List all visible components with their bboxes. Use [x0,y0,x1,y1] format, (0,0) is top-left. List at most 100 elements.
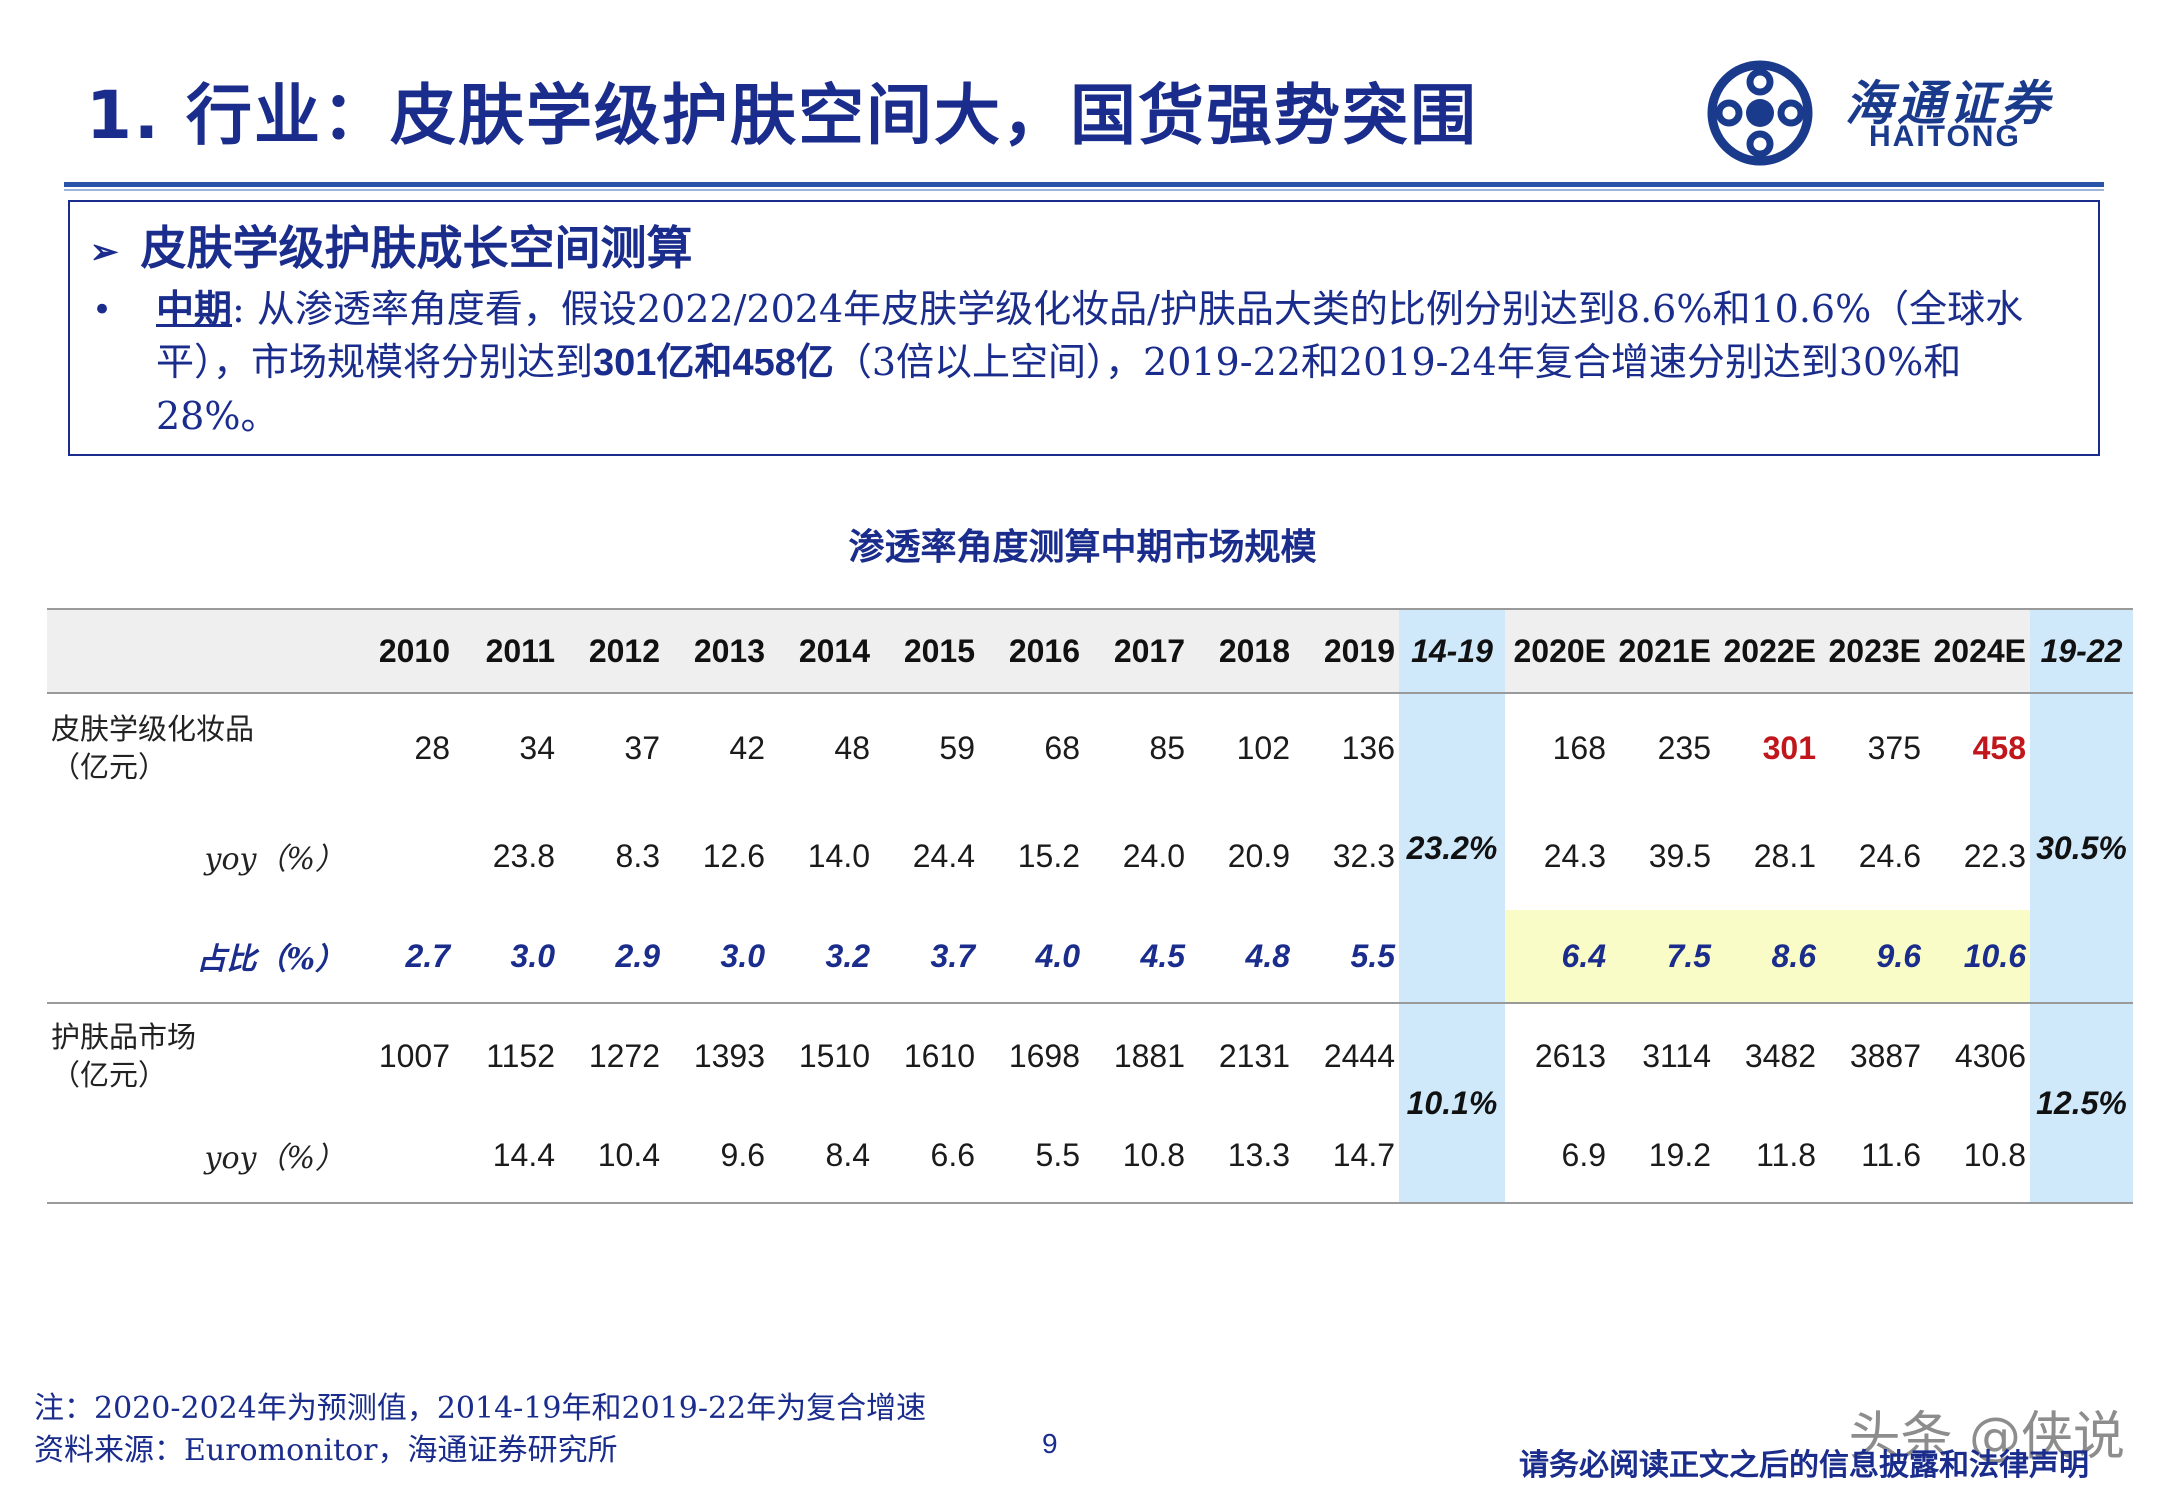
table-cell: 14.4 [492,1136,555,1173]
row-label-line1: 皮肤学级化妆品 [51,712,255,746]
table-cell [349,802,454,910]
summary-heading: ➢ 皮肤学级护肤成长空间测算 [90,212,693,278]
row-label-line2: （亿元） [51,750,168,784]
table-cell: 2444 [1323,1037,1395,1074]
table-cell: 301 [1762,729,1816,766]
table-cell: 11.8 [1756,1136,1816,1173]
summary-lead: 中期 [156,286,233,331]
table-cell: 28 [414,729,450,766]
header-2015: 2015 [903,632,975,669]
row-label: yoy（%） [204,842,345,877]
row-label: 占比（%） [196,942,345,977]
row-label-line1: 护肤品市场 [51,1020,197,1054]
market-size-table: 2010 2011 2012 2013 2014 2015 2016 2017 2018 2019… [47,608,2133,1204]
forecast-note: 注：2020-2024年为预测值，2014-19年和2019-22年为复合增速 [34,1391,927,1426]
header-2022E: 2022E [1723,632,1816,669]
table-cell: 14.7 [1332,1136,1395,1173]
bullet-dot-icon: • [92,290,113,330]
cagr-19-22: 12.5% [2030,1003,2133,1203]
header-2013: 2013 [693,632,765,669]
table-cell: 24.0 [1122,837,1185,874]
summary-box: ➢ 皮肤学级护肤成长空间测算 • 中期: 从渗透率角度看，假设2022/2024年… [68,200,2100,456]
table-cell: 24.4 [912,837,975,874]
table-cell: 458 [1972,729,2026,766]
table-cell: 85 [1149,729,1185,766]
table-cell: 136 [1341,729,1395,766]
table-cell: 20.9 [1227,837,1290,874]
footnotes: 注：2020-2024年为预测值，2014-19年和2019-22年为复合增速 … [34,1388,926,1472]
summary-paragraph: 中期: 从渗透率角度看，假设2022/2024年皮肤学级化妆品/护肤品大类的比例… [156,282,2076,443]
table-cell: 1610 [903,1037,975,1074]
legal-disclaimer: 请务必阅读正文之后的信息披露和法律声明 [1519,1448,2089,1483]
table-cell: 4.0 [1035,937,1080,974]
logo-english-name: HAITONG [1869,120,2021,153]
table-cell: 19.2 [1648,1136,1711,1173]
page-number: 9 [1042,1428,1058,1459]
table-cell: 1007 [378,1037,450,1074]
cagr-14-19: 10.1% [1399,1003,1505,1203]
table-cell: 9.6 [1820,910,1925,1003]
table-cell: 4.5 [1140,937,1185,974]
table-cell: 12.6 [702,837,765,874]
table-cell: 168 [1552,729,1606,766]
cagr-14-19: 23.2% [1399,693,1505,1003]
haitong-emblem-icon [1707,60,1813,166]
summary-text-part: （3倍以上空间），2019-22和2019-24年复合增速分别达到30%和28%… [156,340,1962,438]
header-19-22: 19-22 [2030,609,2133,693]
header-14-19: 14-19 [1399,609,1505,693]
header-2017: 2017 [1113,632,1185,669]
table-cell: 6.9 [1561,1136,1606,1173]
table-row-share: 占比（%） 2.7 3.0 2.9 3.0 3.2 3.7 4.0 4.5 4.8 5.5 6.4 7.… [47,910,2133,1003]
summary-heading-text: 皮肤学级护肤成长空间测算 [140,221,693,275]
table-cell: 1881 [1113,1037,1185,1074]
table-cell: 1393 [693,1037,765,1074]
data-source: 资料来源：Euromonitor，海通证券研究所 [34,1433,618,1468]
table-cell: 39.5 [1648,837,1711,874]
table-cell: 28.1 [1753,837,1816,874]
table-cell: 48 [834,729,870,766]
arrow-bullet-icon: ➢ [90,232,119,272]
table-cell: 37 [624,729,660,766]
summary-value-2024: 458亿 [732,342,834,384]
table-cell: 4306 [1954,1037,2026,1074]
table-cell: 1152 [486,1037,555,1074]
header-2012: 2012 [588,632,660,669]
table-cell: 5.5 [1350,937,1395,974]
header-2020E: 2020E [1513,632,1606,669]
header-2019: 2019 [1323,632,1395,669]
table-cell: 10.8 [1963,1136,2026,1173]
header-rule-thin [64,189,2104,191]
table-cell: 6.4 [1505,910,1610,1003]
table-row-skincare_yoy: yoy（%） 14.4 10.4 9.6 8.4 6.6 5.5 10.8 13.3 14.7 6.… [47,1108,2133,1203]
table-cell: 59 [939,729,975,766]
header-2023E: 2023E [1828,632,1921,669]
watermark: 头条 @侠说 [1848,1407,2125,1467]
table-cell: 9.6 [720,1136,765,1173]
row-label: yoy（%） [204,1141,345,1176]
table-cell: 42 [729,729,765,766]
table-cell: 235 [1657,729,1711,766]
table-header-row: 2010 2011 2012 2013 2014 2015 2016 2017 2018 2019… [47,609,2133,693]
table-cell: 8.4 [825,1136,870,1173]
table-cell: 1698 [1008,1037,1080,1074]
table-row-derma: 皮肤学级化妆品 （亿元） 28 34 37 42 48 59 68 85 102 136 23.2% 16… [47,693,2133,1003]
table-cell: 10.8 [1122,1136,1185,1173]
table-cell: 2131 [1218,1037,1290,1074]
header-2011: 2011 [485,632,555,669]
table-cell: 2613 [1534,1037,1606,1074]
haitong-logo: 海通证券 HAITONG [1705,58,2095,168]
table-cell: 7.5 [1610,910,1715,1003]
table-cell: 24.6 [1858,837,1921,874]
table-cell: 1272 [588,1037,660,1074]
header-2014: 2014 [798,632,870,669]
summary-value-2022: 301亿 [593,342,695,384]
table-cell: 3.7 [930,937,975,974]
table-cell: 2.7 [405,937,450,974]
header-2010: 2010 [378,632,450,669]
cagr-19-22: 30.5% [2030,693,2133,1003]
table-cell: 8.6 [1715,910,1820,1003]
table-cell: 68 [1044,729,1080,766]
table-cell: 34 [519,729,555,766]
table-cell: 10.6 [1925,910,2030,1003]
header-2021E: 2021E [1618,632,1711,669]
